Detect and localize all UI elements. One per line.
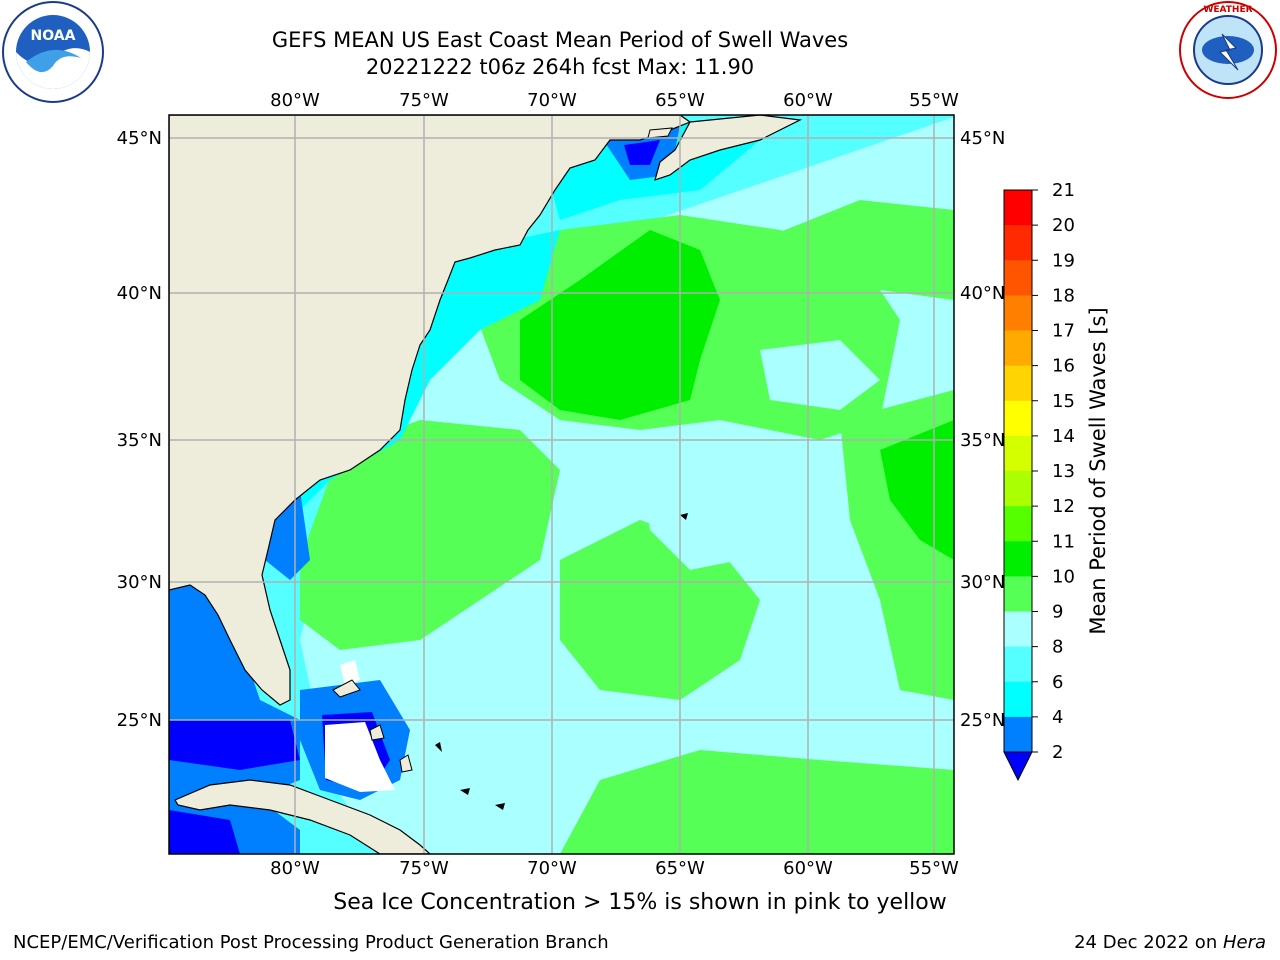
colorbar-tick-label: 6 [1052, 672, 1063, 693]
lon-label-bottom: 55°W [909, 858, 959, 879]
colorbar-tick-label: 20 [1052, 215, 1075, 236]
colorbar-tick-label: 14 [1052, 426, 1075, 447]
colorbar-swatch [1004, 506, 1032, 542]
colorbar-swatch [1004, 435, 1032, 472]
lon-label-bottom: 70°W [527, 858, 577, 879]
lon-label-bottom: 65°W [655, 858, 705, 879]
lat-label-left: 35°N [117, 430, 162, 451]
svg-text:NOAA: NOAA [31, 28, 76, 44]
colorbar-swatch [1004, 541, 1032, 577]
sea-ice-note: Sea Ice Concentration > 15% is shown in … [333, 890, 947, 915]
lat-label-right: 45°N [960, 128, 1005, 149]
noaa-logo: NOAA [2, 1, 104, 103]
colorbar-swatch [1004, 400, 1032, 437]
lat-label-left: 40°N [117, 283, 162, 304]
chart-title: GEFS MEAN US East Coast Mean Period of S… [271, 28, 849, 52]
lon-label-top: 80°W [270, 90, 320, 111]
colorbar-tick-label: 8 [1052, 637, 1063, 658]
colorbar-tick-label: 2 [1052, 742, 1063, 763]
colorbar-tick-label: 4 [1052, 707, 1063, 728]
colorbar-tick-label: 10 [1052, 566, 1075, 587]
lon-label-top: 75°W [399, 90, 449, 111]
colorbar-tick-label: 11 [1052, 531, 1075, 552]
lon-label-bottom: 80°W [270, 858, 320, 879]
colorbar-swatch [1004, 716, 1032, 753]
lat-label-right: 30°N [960, 572, 1005, 593]
lon-label-top: 70°W [527, 90, 577, 111]
colorbar-swatch [1004, 330, 1032, 367]
lat-label-left: 30°N [117, 572, 162, 593]
colorbar-swatch [1004, 576, 1032, 612]
credit-line: NCEP/EMC/Verification Post Processing Pr… [13, 932, 609, 953]
date-line: 24 Dec 2022 on Hera [1074, 932, 1266, 953]
colorbar-tick-label: 9 [1052, 602, 1063, 623]
colorbar: 21 20 19 18 17 16 15 14 13 12 11 10 9 8 6 4 2 [1003, 180, 1075, 782]
colorbar-swatch [1004, 365, 1032, 402]
land [169, 115, 803, 854]
colorbar-tick-label: 15 [1052, 391, 1075, 412]
colorbar-swatch [1004, 471, 1032, 507]
colorbar-swatch [1004, 190, 1032, 226]
colorbar-swatch [1004, 295, 1032, 331]
lat-label-right: 25°N [960, 710, 1005, 731]
colorbar-tick-label: 19 [1052, 250, 1075, 271]
colorbar-swatch [1004, 681, 1032, 718]
machine-name: Hera [1222, 932, 1266, 953]
colorbar-swatch [1004, 611, 1032, 648]
colorbar-tick-label: 21 [1052, 180, 1075, 201]
lat-label-right: 40°N [960, 283, 1005, 304]
lon-label-bottom: 60°W [783, 858, 833, 879]
lon-label-bottom: 75°W [399, 858, 449, 879]
colorbar-tick-label: 12 [1052, 496, 1075, 517]
lat-label-right: 35°N [960, 430, 1005, 451]
svg-text:WEATHER: WEATHER [1203, 5, 1252, 15]
colorbar-tick-label: 13 [1052, 461, 1075, 482]
colorbar-tick-label: 18 [1052, 285, 1075, 306]
lat-label-left: 25°N [117, 710, 162, 731]
colorbar-swatch [1004, 260, 1032, 296]
colorbar-swatch [1004, 646, 1032, 683]
colorbar-tick-label: 16 [1052, 356, 1075, 377]
colorbar-tick-label: 17 [1052, 321, 1075, 342]
colorbar-label: Mean Period of Swell Waves [s] [1086, 307, 1110, 634]
colorbar-extension [1003, 751, 1033, 782]
colorbar-swatch [1004, 225, 1032, 261]
map-frame [168, 114, 955, 855]
lat-label-left: 45°N [117, 128, 162, 149]
gridlines [169, 115, 954, 854]
chart-subtitle: 20221222 t06z 264h fcst Max: 11.90 [365, 55, 755, 79]
lon-label-top: 55°W [909, 90, 959, 111]
lon-label-top: 65°W [655, 90, 705, 111]
nws-logo: WEATHER [1179, 1, 1277, 99]
date-text: 24 Dec 2022 on [1074, 932, 1223, 953]
lon-label-top: 60°W [783, 90, 833, 111]
